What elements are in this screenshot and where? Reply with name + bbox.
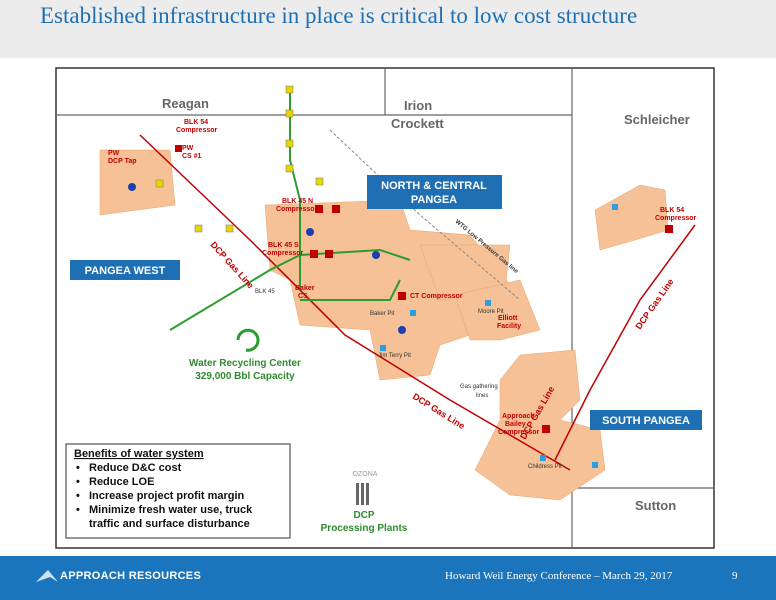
facility-label: CS #1 (182, 153, 202, 160)
facility-label: CS (298, 293, 308, 300)
company-name: APPROACH RESOURCES (60, 570, 202, 582)
page-number: 9 (732, 570, 738, 582)
pit-label: Baker Pit (370, 311, 395, 317)
pit-label: BLK 45 (255, 289, 275, 295)
region-box (590, 410, 702, 430)
compressor-markers (175, 145, 673, 433)
gathering-label: Gas gathering (460, 384, 498, 390)
facility-label: BLK 54 (660, 207, 684, 214)
facility-label: Elliott (498, 315, 518, 322)
facility-label: PW (182, 145, 194, 152)
pit-label: Childress Pit (528, 464, 562, 470)
bullet: • (76, 476, 80, 488)
title-bar (0, 0, 776, 58)
region-label: PANGEA (411, 194, 457, 206)
facility-label: Facility (497, 323, 521, 330)
facility-label: PW (108, 150, 120, 157)
map: Reagan Irion Crockett Schleicher Sutton … (55, 67, 715, 549)
facility-markers (155, 85, 324, 233)
county-label: Sutton (635, 498, 676, 513)
pit-label: Jim Terry Pit (378, 353, 411, 359)
bullet: • (76, 462, 80, 474)
bullet: • (76, 504, 80, 516)
swd-markers (128, 183, 406, 334)
pit-label: Moore Pit (478, 309, 504, 315)
region-box (367, 175, 502, 209)
bullet: • (76, 490, 80, 502)
benefit-item: Reduce LOE (89, 476, 154, 488)
county-label: Schleicher (624, 112, 690, 127)
facility-label: BLK 45 N (282, 198, 313, 205)
region-label: SOUTH PANGEA (602, 415, 690, 427)
water-recycling-label: Water Recycling Center (189, 358, 301, 369)
footer: APPROACH RESOURCES Howard Weil Energy Co… (0, 556, 776, 600)
water-recycling-label: 329,000 Bbl Capacity (195, 371, 295, 382)
county-label: Reagan (162, 96, 209, 111)
facility-label: CT Compressor (410, 293, 463, 300)
facility-label: DCP Tap (108, 158, 137, 165)
facility-label: Compressor (498, 429, 540, 436)
slide-title: Established infrastructure in place is c… (40, 3, 638, 28)
town-label: OZONA (353, 471, 378, 478)
benefit-item: Minimize fresh water use, truck (89, 504, 253, 516)
benefit-item: Increase project profit margin (89, 490, 245, 502)
facility-label: Bailey (505, 421, 526, 428)
pit-markers (380, 204, 618, 468)
benefits-title: Benefits of water system (74, 448, 204, 460)
benefit-item: traffic and surface disturbance (89, 518, 250, 530)
facility-label: Compressor (655, 215, 697, 222)
recycle-icon (236, 328, 260, 352)
region-label: PANGEA WEST (85, 265, 166, 277)
region-label: NORTH & CENTRAL (381, 180, 487, 192)
facility-label: BLK 45 S (268, 242, 299, 249)
county-label: Irion (404, 98, 432, 113)
wtg-line (329, 129, 521, 301)
facility-label: Approach (502, 413, 535, 420)
dcp-pipeline (139, 134, 696, 471)
water-lines (169, 90, 411, 331)
facility-label: Baker (295, 285, 315, 292)
gathering-label: lines (476, 393, 488, 399)
county-label: Crockett (391, 116, 444, 131)
facility-label: Compressor (176, 127, 218, 134)
processing-icon (356, 483, 369, 505)
event-name: Howard Weil Energy Conference – March 29… (445, 570, 673, 582)
region-box (70, 260, 180, 280)
processing-label: Processing Plants (321, 523, 408, 534)
logo-icon (36, 570, 58, 582)
benefit-item: Reduce D&C cost (89, 462, 182, 474)
facility-label: Compressor (262, 250, 304, 257)
benefits-box (65, 443, 291, 539)
processing-label: DCP (353, 510, 374, 521)
acreage (99, 149, 669, 501)
facility-label: Compressor (276, 206, 318, 213)
facility-label: BLK 54 (184, 119, 208, 126)
